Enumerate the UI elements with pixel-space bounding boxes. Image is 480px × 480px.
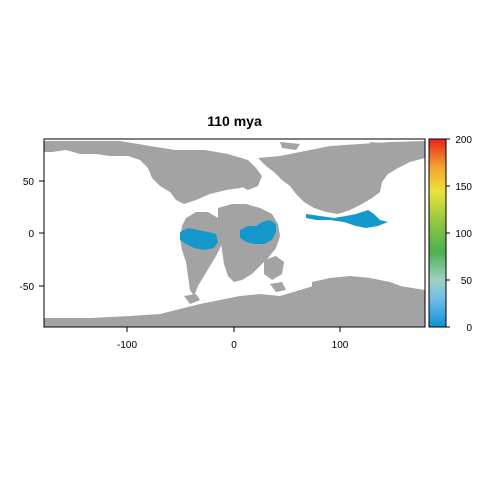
- legend-tick-label: 50: [461, 276, 473, 287]
- x-tick-label: -100: [117, 340, 137, 351]
- landmass-south-islands: [184, 282, 286, 304]
- y-axis-ticks: [39, 180, 44, 287]
- x-tick-label: 100: [332, 340, 349, 351]
- map-title: 110 mya: [207, 113, 262, 129]
- legend-tick-label: 0: [466, 323, 472, 334]
- landmass-eurasia: [258, 141, 425, 214]
- land-masses: [44, 141, 425, 327]
- highlight-regions: [180, 210, 388, 250]
- legend-ticks: [446, 138, 450, 328]
- y-tick-label: 50: [23, 177, 35, 188]
- x-axis-ticks: [126, 327, 341, 332]
- highlight-africa: [240, 220, 276, 244]
- y-tick-label: -50: [20, 282, 35, 293]
- highlight-south-america: [180, 228, 218, 250]
- legend-tick-label: 200: [455, 135, 472, 146]
- x-tick-label: 0: [231, 340, 237, 351]
- legend-tick-label: 100: [455, 229, 472, 240]
- legend-tick-label: 150: [455, 182, 472, 193]
- legend-color-bar: [428, 138, 447, 328]
- landmass-india: [264, 256, 284, 280]
- landmass-north-america: [44, 141, 258, 204]
- y-tick-label: 0: [28, 229, 34, 240]
- landmass-europe-islands: [232, 168, 262, 190]
- landmass-australia: [312, 276, 410, 304]
- highlight-east-asia: [306, 210, 388, 228]
